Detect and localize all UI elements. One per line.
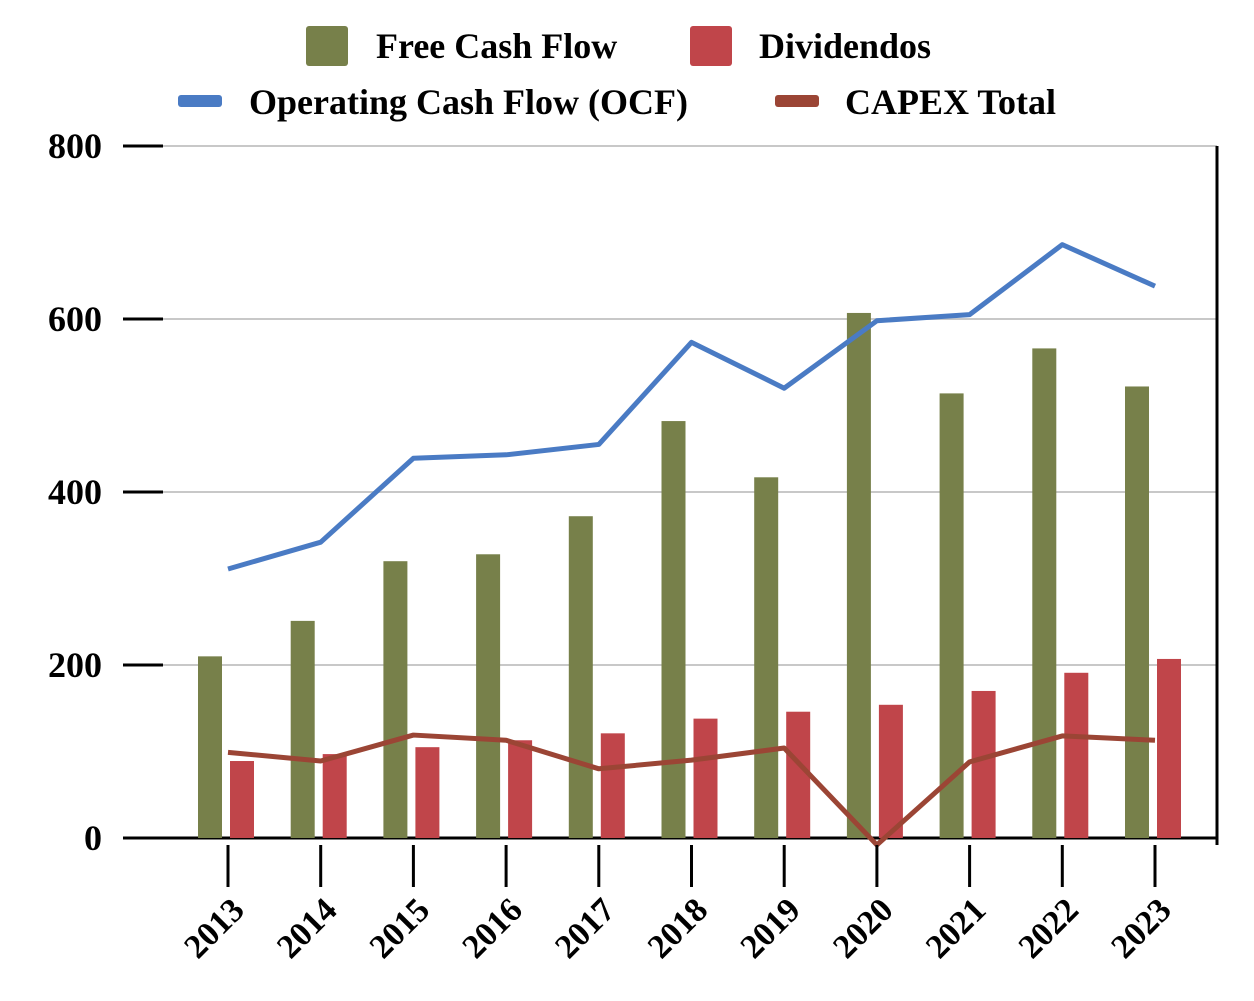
- bar-dividendos-2018: [693, 718, 718, 838]
- bar-dividendos-2013: [230, 761, 254, 838]
- x-tick-label: 2015: [363, 891, 437, 965]
- bar-free-cash-flow-2018: [661, 421, 686, 838]
- bar-dividendos-2016: [508, 740, 533, 838]
- y-tick-label: 200: [48, 645, 102, 685]
- y-tick-label: 0: [84, 818, 102, 858]
- bar-free-cash-flow-2017: [568, 516, 593, 838]
- bar-free-cash-flow-2014: [290, 620, 315, 838]
- x-tick-label: 2018: [641, 891, 715, 965]
- x-tick-label: 2013: [177, 891, 251, 965]
- y-tick-label: 600: [48, 299, 102, 339]
- legend-label-capex-total: CAPEX Total: [845, 82, 1056, 122]
- y-tick-label: 800: [48, 126, 102, 166]
- x-tick-label: 2021: [919, 891, 993, 965]
- line-capex-total: [227, 732, 1156, 848]
- bar-dividendos-2019: [786, 711, 811, 838]
- x-tick-label: 2023: [1104, 891, 1178, 965]
- bar-free-cash-flow-2013: [198, 656, 222, 838]
- x-tick-label: 2016: [456, 891, 530, 965]
- legend-label-dividendos: Dividendos: [759, 26, 931, 66]
- bar-free-cash-flow-2020: [846, 312, 871, 838]
- legend-swatch-dividendos: [690, 26, 732, 66]
- legend-swatch-free-cash-flow: [306, 26, 348, 66]
- bar-dividendos-2014: [322, 754, 347, 838]
- x-tick-label: 2020: [826, 891, 900, 965]
- bar-dividendos-2023: [1157, 658, 1181, 838]
- legend-label-operating-cash-flow-ocf-: Operating Cash Flow (OCF): [249, 82, 688, 122]
- x-tick-label: 2017: [548, 891, 622, 965]
- x-tick-label: 2014: [270, 891, 344, 965]
- bar-free-cash-flow-2021: [939, 393, 964, 838]
- bar-dividendos-2021: [971, 690, 996, 838]
- x-tick-label: 2019: [734, 891, 808, 965]
- legend-label-free-cash-flow: Free Cash Flow: [376, 26, 617, 66]
- bar-free-cash-flow-2015: [383, 561, 408, 838]
- legend-swatch-operating-cash-flow-ocf-: [178, 95, 222, 107]
- bar-dividendos-2017: [600, 733, 625, 838]
- bar-dividendos-2022: [1064, 672, 1089, 838]
- line-operating-cash-flow-ocf-: [227, 242, 1157, 572]
- y-tick-label: 400: [48, 472, 102, 512]
- bar-free-cash-flow-2023: [1125, 386, 1149, 838]
- x-tick-label: 2022: [1012, 891, 1086, 965]
- legend-swatch-capex-total: [775, 95, 819, 107]
- bar-free-cash-flow-2022: [1032, 348, 1057, 838]
- bar-dividendos-2015: [415, 747, 440, 838]
- bar-free-cash-flow-2019: [754, 477, 779, 838]
- bar-dividendos-2020: [878, 704, 903, 838]
- bar-free-cash-flow-2016: [476, 554, 501, 838]
